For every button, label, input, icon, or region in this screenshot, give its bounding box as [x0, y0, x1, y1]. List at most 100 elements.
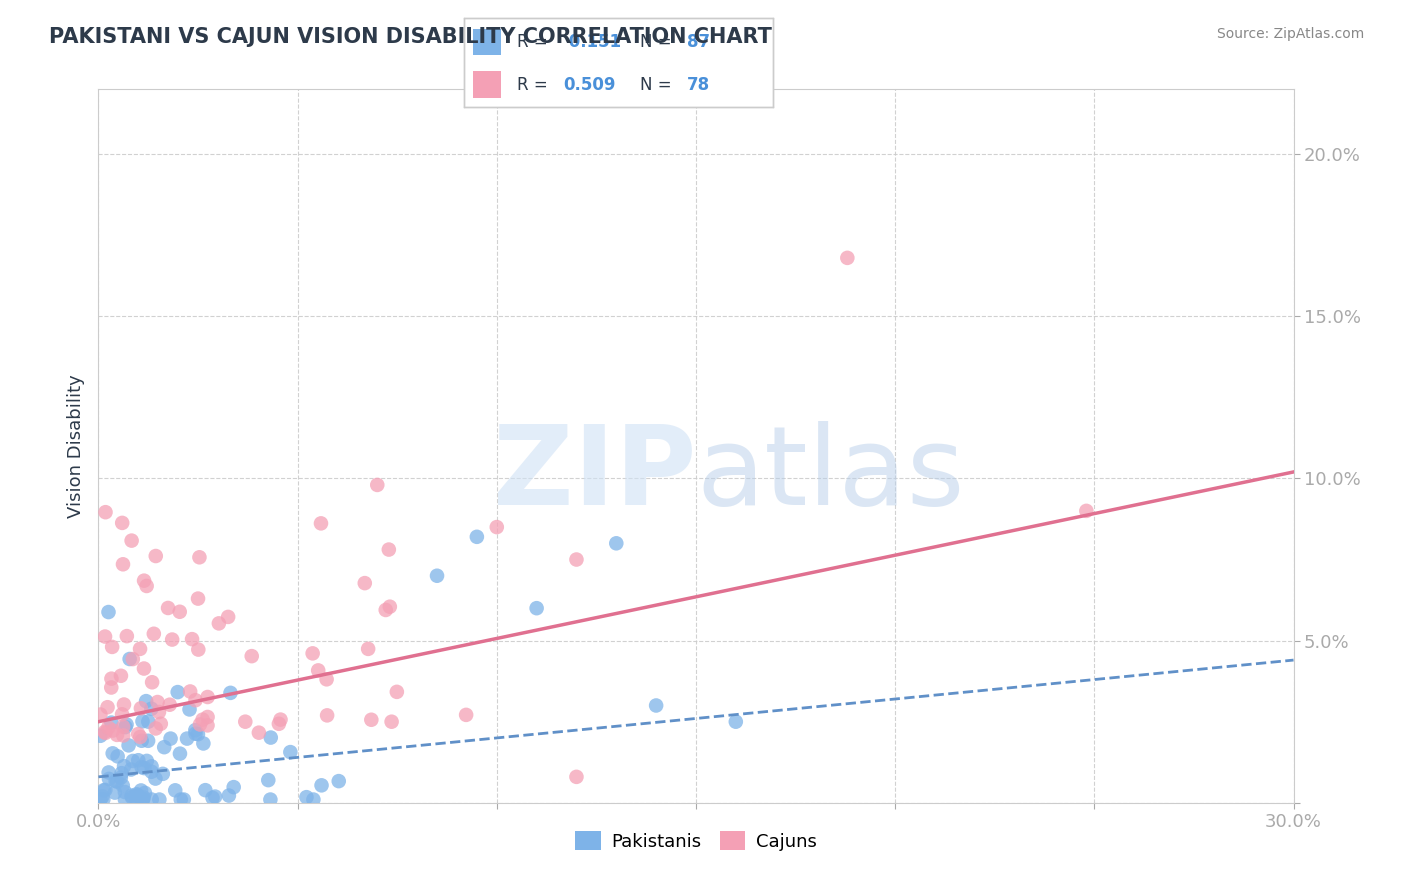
Point	[112, 729, 135, 743]
Point	[148, 792, 170, 806]
Point	[96, 700, 118, 714]
Point	[302, 792, 325, 806]
Point	[295, 790, 318, 805]
Point	[353, 576, 375, 591]
Point	[125, 789, 148, 803]
Text: R =: R =	[516, 76, 553, 94]
Text: 78: 78	[686, 76, 710, 94]
Point	[169, 747, 191, 761]
Point	[187, 642, 209, 657]
Point	[145, 722, 167, 736]
Point	[94, 630, 117, 644]
Point	[121, 754, 143, 768]
Point	[184, 693, 207, 707]
Point	[260, 731, 283, 745]
Point	[385, 685, 408, 699]
Point	[89, 792, 111, 806]
Point	[134, 786, 156, 800]
Point	[565, 770, 588, 784]
Point	[184, 723, 207, 738]
Point	[208, 616, 231, 631]
Point	[136, 733, 159, 747]
Point	[197, 690, 219, 704]
Point	[309, 516, 332, 531]
Point	[111, 779, 134, 793]
Point	[111, 558, 134, 572]
Point	[165, 783, 187, 797]
Point	[201, 790, 224, 805]
Text: R =: R =	[516, 33, 553, 51]
Point	[378, 599, 401, 614]
Point	[129, 730, 152, 744]
Point	[187, 727, 209, 741]
Point	[141, 792, 163, 806]
Point	[127, 789, 149, 803]
Point	[159, 731, 181, 746]
Point	[104, 774, 127, 789]
Point	[100, 672, 122, 686]
Point	[240, 649, 263, 664]
Point	[280, 745, 302, 759]
Point	[94, 726, 117, 740]
Point	[837, 251, 859, 265]
Point	[169, 605, 191, 619]
Point	[645, 698, 668, 713]
Point	[129, 783, 152, 797]
Point	[125, 792, 148, 806]
Point	[114, 720, 136, 734]
Point	[173, 792, 195, 806]
Point	[94, 783, 117, 797]
Point	[159, 698, 181, 712]
Point	[605, 536, 627, 550]
Point	[311, 778, 333, 792]
Point	[357, 641, 380, 656]
Point	[114, 792, 136, 806]
Point	[127, 727, 149, 741]
Point	[132, 790, 155, 805]
Point	[97, 605, 120, 619]
Point	[193, 736, 215, 750]
Point	[97, 765, 120, 780]
Point	[131, 760, 153, 774]
Point	[157, 601, 180, 615]
Point	[127, 753, 149, 767]
Point	[724, 714, 747, 729]
Point	[148, 705, 170, 719]
Point	[565, 552, 588, 566]
Point	[141, 675, 163, 690]
Point	[160, 632, 183, 647]
Point	[204, 789, 226, 804]
Point	[191, 713, 214, 727]
Point	[366, 478, 388, 492]
Point	[315, 673, 337, 687]
Point	[247, 725, 270, 739]
Point	[1076, 504, 1098, 518]
Point	[316, 708, 339, 723]
Text: N =: N =	[640, 33, 678, 51]
Point	[485, 520, 508, 534]
Point	[121, 790, 143, 805]
Text: Source: ZipAtlas.com: Source: ZipAtlas.com	[1216, 27, 1364, 41]
Point	[146, 695, 169, 709]
Point	[197, 710, 219, 724]
Point	[114, 785, 136, 799]
Point	[115, 717, 138, 731]
Point	[149, 716, 172, 731]
Point	[257, 773, 280, 788]
Point	[111, 516, 134, 530]
Y-axis label: Vision Disability: Vision Disability	[66, 374, 84, 518]
Point	[91, 792, 114, 806]
Point	[179, 684, 201, 698]
Text: ZIP: ZIP	[492, 421, 696, 528]
Point	[125, 787, 148, 801]
Point	[184, 727, 207, 741]
Point	[270, 713, 292, 727]
Point	[181, 632, 204, 647]
Point	[111, 707, 134, 722]
Point	[378, 542, 401, 557]
Point	[426, 568, 449, 582]
Point	[135, 579, 157, 593]
Point	[135, 694, 157, 708]
Point	[121, 652, 143, 666]
Point	[101, 723, 124, 738]
